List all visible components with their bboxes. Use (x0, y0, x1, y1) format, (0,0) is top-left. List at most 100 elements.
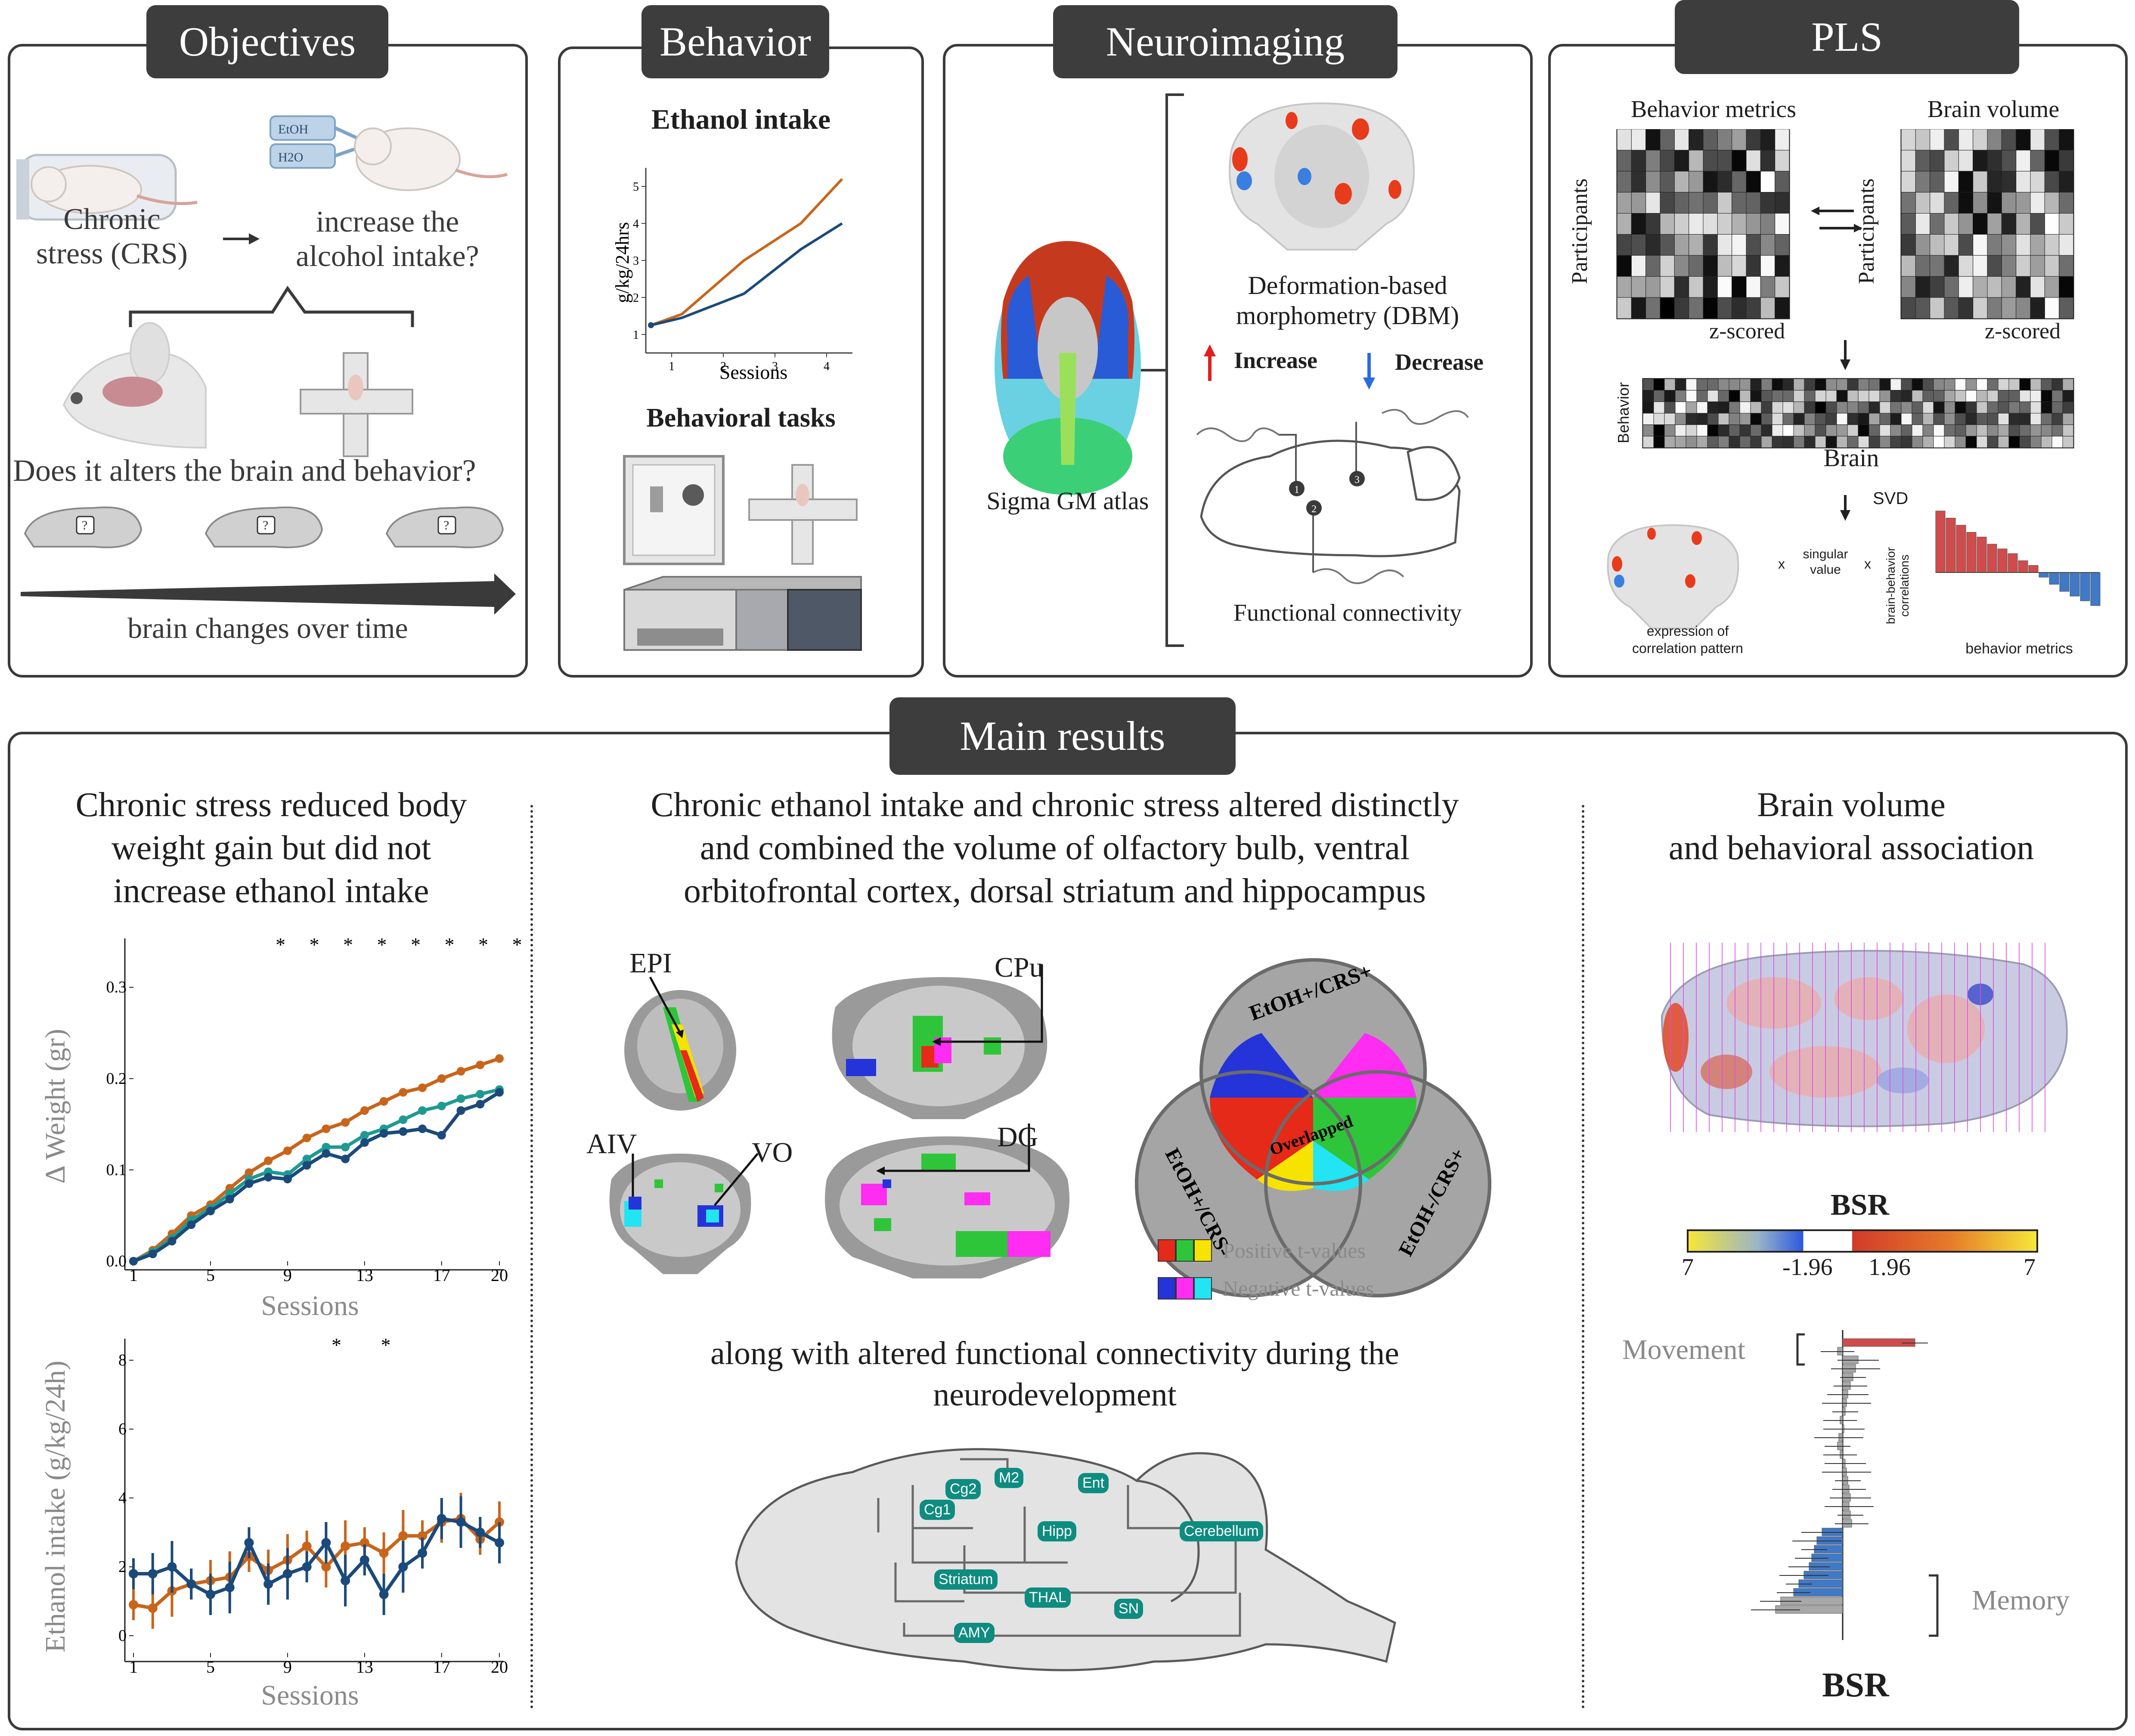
matrix-cell (2059, 192, 2074, 214)
matrix-cell (1879, 378, 1891, 391)
matrix-cell (1944, 192, 1959, 214)
matrix-cell (1987, 276, 2002, 298)
matrix-cell (1660, 192, 1675, 214)
data-point (321, 1562, 331, 1572)
matrix-cell (1965, 436, 1977, 448)
matrix-cell (2016, 129, 2031, 151)
matrix-cell (1955, 424, 1966, 436)
matrix-cell (2030, 390, 2042, 402)
matrix-cell (2059, 129, 2074, 151)
data-point (283, 1175, 292, 1184)
matrix-cell (1775, 213, 1790, 235)
matrix-cell (2008, 401, 2020, 414)
matrix-cell (1674, 276, 1689, 298)
matrix-cell (1976, 436, 1988, 448)
matrix-cell (1944, 424, 1955, 436)
node-cg2: Cg2 (945, 1479, 981, 1499)
restraint-tube-icon (16, 154, 198, 221)
matrix-cell (1804, 436, 1816, 448)
matrix-cell (1645, 192, 1661, 214)
matrix-cell (1739, 424, 1751, 436)
matrix-cell (1675, 424, 1686, 436)
matrix-cell (1645, 234, 1661, 256)
matrix-cell (1987, 171, 2002, 193)
matrix-cell (1890, 424, 1902, 436)
behavior-xlabel: Sessions (719, 361, 787, 383)
matrix-cell (1732, 276, 1747, 298)
matrix-cell (1717, 150, 1732, 172)
matrix-cell (1879, 390, 1891, 402)
data-point (379, 1548, 389, 1558)
fc-title: along with altered functional connectivi… (710, 1335, 1399, 1413)
matrix-cell (1912, 390, 1923, 402)
data-point (282, 1569, 292, 1578)
matrix-cell (2030, 213, 2045, 235)
data-point (476, 1100, 485, 1109)
matrix-cell (1689, 129, 1704, 151)
col2-title: Chronic ethanol intake and chronic stres… (651, 786, 1459, 910)
matrix-cell (1955, 378, 1966, 391)
data-point (359, 1538, 369, 1547)
matrix-cell (2044, 234, 2060, 256)
matrix-cell (1686, 436, 1697, 448)
matrix-cell (1689, 234, 1704, 256)
matrix-cell (1729, 436, 1740, 448)
matrix-cell (1930, 171, 1945, 193)
matrix-cell (1729, 424, 1740, 436)
data-point (302, 1562, 312, 1572)
matrix-cell (1825, 401, 1837, 414)
bsr-colorbar-title: BSR (1830, 1188, 1890, 1222)
matrix-cell (1973, 297, 1988, 319)
matrix-cell (1944, 436, 1955, 448)
data-point (148, 1603, 158, 1613)
matrix-cell (1922, 436, 1934, 448)
matrix-cell (1869, 401, 1880, 414)
matrix-cell (1815, 424, 1826, 436)
behavior-ytick-label: 5 (633, 180, 639, 194)
matrix-cell (1761, 401, 1772, 414)
dbm-label: Deformation-based morphometry (DBM) (1236, 271, 1459, 330)
matrix-cell (1664, 401, 1676, 414)
data-point (495, 1088, 504, 1097)
behavior-task-illustrations (623, 455, 862, 651)
matrix-cell (1987, 413, 1999, 425)
matrix-cell (1782, 401, 1794, 414)
matrix-cell (2044, 171, 2060, 193)
pls-bar (1935, 511, 1946, 573)
matrix-cell (2019, 413, 2031, 425)
matrix-cell (1869, 378, 1880, 391)
matrix-cell (1696, 390, 1708, 402)
matrix-cell (1847, 424, 1859, 436)
matrix-cell (1933, 378, 1945, 391)
matrix-cell (1944, 213, 1959, 235)
behavior-ytick-label: 3 (633, 254, 639, 268)
matrix-cell (1912, 413, 1923, 425)
matrix-cell (1930, 129, 1945, 151)
memory-label: Memory (1972, 1584, 2070, 1616)
matrix-cell (1958, 129, 1974, 151)
pls-bar (2028, 565, 2039, 573)
matrix-cell (1958, 234, 1974, 256)
matrix-cell (1793, 390, 1805, 402)
matrix-cell (1869, 413, 1880, 425)
matrix-cell (1915, 255, 1930, 277)
matrix-cell (1836, 413, 1848, 425)
matrix-cell (1879, 413, 1891, 425)
matrix-cell (2030, 129, 2045, 151)
svg-text:3: 3 (1354, 474, 1360, 486)
matrix-cell (1944, 390, 1955, 402)
matrix-cell (1707, 378, 1719, 391)
matrix-cell (1760, 192, 1776, 214)
matrix-cell (2016, 192, 2031, 214)
pls-tab: PLS (1675, 0, 2019, 74)
ytick-label: 0.3 (106, 978, 127, 996)
brain-slices: EtOH+/CRS+ EtOH+/CRS- EtOH-/CRS+ Overlap… (609, 958, 1491, 1300)
data-point (341, 1154, 350, 1164)
matrix-cell (1890, 436, 1902, 448)
matrix-cell (1944, 234, 1959, 256)
matrix-cell (2030, 401, 2042, 414)
matrix-cell (2001, 213, 2017, 235)
matrix-cell (1944, 276, 1959, 298)
two-bottle-choice-icon: EtOH H2O (270, 115, 508, 191)
matrix-cell (1998, 401, 2009, 414)
